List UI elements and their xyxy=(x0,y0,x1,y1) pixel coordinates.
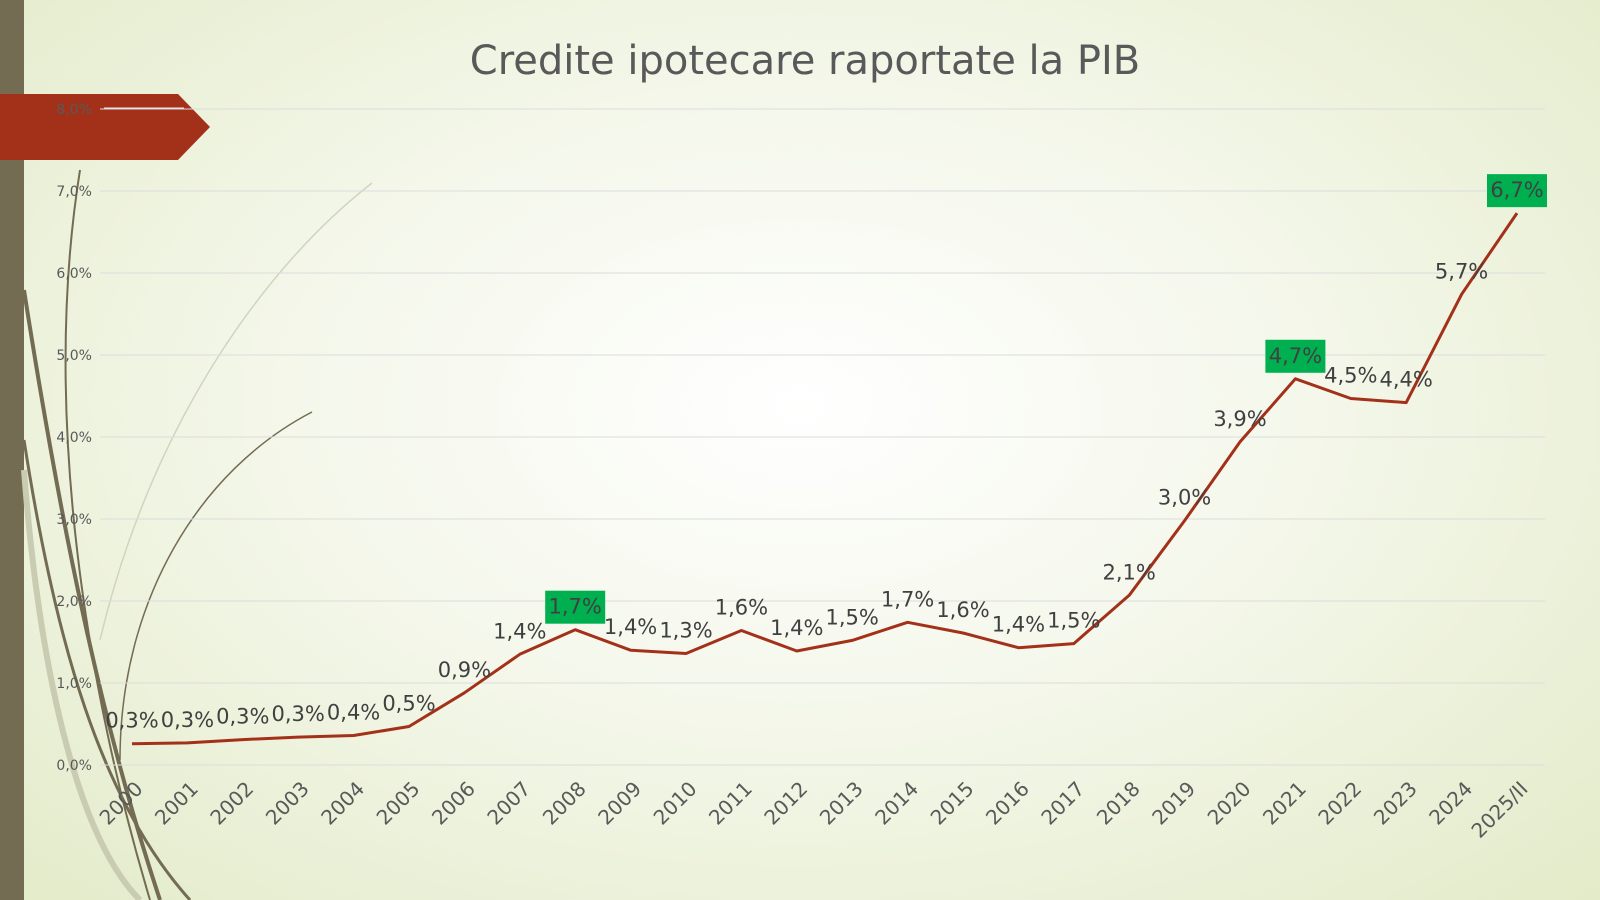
x-tick-label: 2013 xyxy=(815,777,868,830)
x-tick-label: 2000 xyxy=(95,777,148,830)
y-tick-label: 6,0% xyxy=(56,266,92,282)
data-label: 1,5% xyxy=(826,605,879,629)
x-tick-label: 2018 xyxy=(1092,777,1145,830)
data-label: 0,5% xyxy=(382,691,435,715)
data-label: 0,9% xyxy=(438,658,491,682)
data-label: 1,6% xyxy=(715,596,768,620)
x-tick-label: 2020 xyxy=(1203,777,1256,830)
x-tick-label: 2010 xyxy=(649,777,702,830)
y-tick-label: 5,0% xyxy=(56,348,92,364)
x-tick-label: 2019 xyxy=(1147,777,1200,830)
x-tick-label: 2011 xyxy=(704,777,757,830)
data-label: 1,5% xyxy=(1047,609,1100,633)
data-label: 1,4% xyxy=(992,613,1045,637)
data-label: 1,7% xyxy=(549,595,602,619)
data-labels: 0,3% 0,3% 0,3% 0,3% 0,4% 0,5%0,9%1,4%1,7%1,4%… xyxy=(105,174,1547,733)
data-label: 3,0% xyxy=(1158,486,1211,510)
data-label-highlight xyxy=(545,590,606,624)
data-label: 4,7% xyxy=(1269,344,1322,368)
data-label: 6,7% xyxy=(1490,178,1543,202)
gridlines xyxy=(100,108,1545,766)
x-tick-label: 2025/II xyxy=(1466,777,1532,843)
decorative-tab xyxy=(0,94,210,160)
data-label: 1,4% xyxy=(770,616,823,640)
data-label: 3,9% xyxy=(1213,407,1266,431)
x-tick-label: 2021 xyxy=(1258,777,1311,830)
data-label: 0,4% xyxy=(327,700,380,724)
x-tick-label: 2017 xyxy=(1036,777,1089,830)
x-tick-label: 2008 xyxy=(538,777,591,830)
data-label: 1,7% xyxy=(881,587,934,611)
x-tick-label: 2006 xyxy=(427,777,480,830)
x-tick-label: 2015 xyxy=(926,777,979,830)
data-label: 5,7% xyxy=(1435,259,1488,283)
y-tick-label: 7,0% xyxy=(56,184,92,200)
y-tick-label: 1,0% xyxy=(56,676,92,692)
data-label: 1,4% xyxy=(493,619,546,643)
data-label: 0,3% xyxy=(161,708,214,732)
x-tick-label: 2002 xyxy=(205,777,258,830)
data-label: 1,3% xyxy=(659,618,712,642)
x-tick-label: 2003 xyxy=(261,777,314,830)
y-tick-label: 3,0% xyxy=(56,512,92,528)
series-line xyxy=(131,212,1519,746)
x-tick-label: 2001 xyxy=(150,777,203,830)
data-label: 2,1% xyxy=(1103,560,1156,584)
data-label-highlight xyxy=(1265,339,1326,373)
x-axis: 2000 2001 2002 2003 2004 2005 2006 2007 2008 2009… xyxy=(95,777,1533,843)
x-tick-label: 2012 xyxy=(759,777,812,830)
y-tick-label: 8,0% xyxy=(56,102,92,118)
y-tick-label: 4,0% xyxy=(56,430,92,446)
data-label: 4,5% xyxy=(1324,363,1377,387)
chart-title: Credite ipotecare raportate la PIB xyxy=(469,38,1141,84)
x-tick-label: 2022 xyxy=(1313,777,1366,830)
data-label: 4,4% xyxy=(1380,368,1433,392)
data-label-highlight xyxy=(1487,174,1547,208)
x-tick-label: 2014 xyxy=(870,777,923,830)
x-tick-label: 2009 xyxy=(593,777,646,830)
data-label: 1,4% xyxy=(604,615,657,639)
data-label: 1,6% xyxy=(936,598,989,622)
x-tick-label: 2005 xyxy=(372,777,425,830)
data-label: 0,3% xyxy=(216,705,269,729)
y-tick-label: 0,0% xyxy=(56,758,92,774)
y-axis: 0,0% 1,0% 2,0% 3,0% 4,0% 5,0% 6,0% 7,0% 8,0% xyxy=(56,102,92,774)
x-tick-label: 2023 xyxy=(1369,777,1422,830)
x-tick-label: 2004 xyxy=(316,777,369,830)
data-label: 0,3% xyxy=(105,709,158,733)
x-tick-label: 2007 xyxy=(482,777,535,830)
y-tick-label: 2,0% xyxy=(56,594,92,610)
x-tick-label: 2016 xyxy=(981,777,1034,830)
data-label: 0,3% xyxy=(272,702,325,726)
